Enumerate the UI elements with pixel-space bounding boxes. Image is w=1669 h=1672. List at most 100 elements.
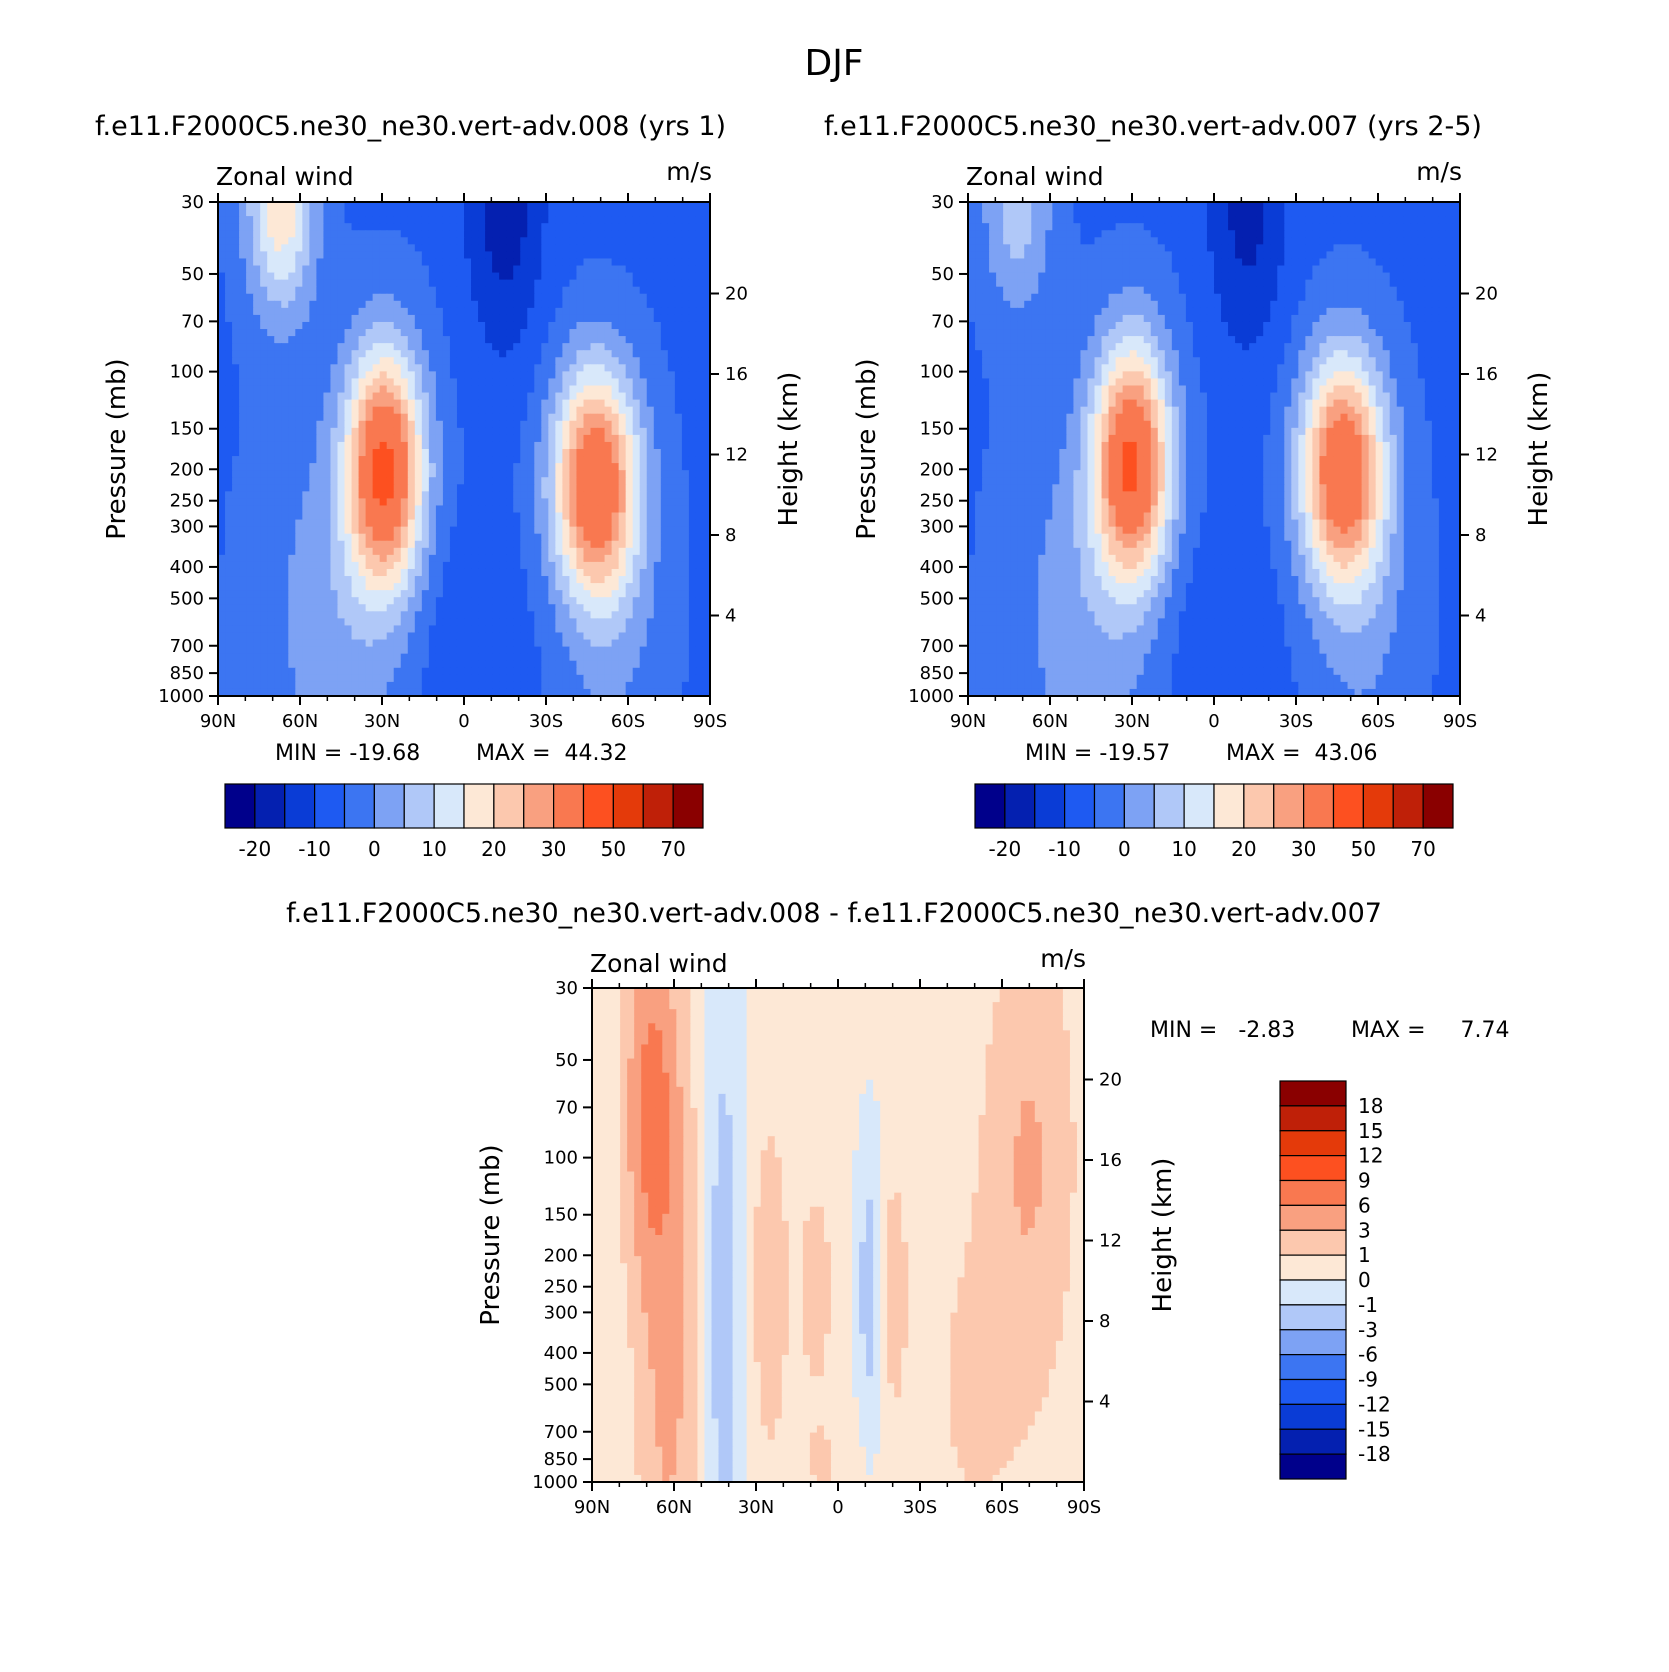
p1-cell [499, 491, 507, 499]
p1-cell [309, 230, 317, 238]
p1-cell [295, 667, 303, 676]
p1-cell [428, 449, 437, 457]
p1-cell [632, 554, 641, 563]
p1-cell [555, 512, 563, 521]
p1-cell [541, 611, 549, 619]
p1-cell [449, 540, 458, 549]
p1-cell [400, 674, 409, 683]
p1-cell [555, 533, 563, 542]
p1-cell [337, 286, 346, 295]
p1-cell [618, 639, 627, 648]
p1-cell [260, 272, 268, 281]
p1-cell [611, 427, 620, 436]
p1-cell [555, 392, 563, 401]
p1-cell [302, 392, 310, 401]
p1-cell [506, 590, 514, 598]
p1-cell [246, 639, 254, 648]
p1-cell [351, 498, 360, 507]
p1-cell [274, 343, 282, 351]
p1-cell [590, 484, 599, 492]
p1-cell [688, 681, 697, 690]
p1-cell [590, 272, 599, 281]
p1-cell [471, 265, 479, 274]
p1-cell [232, 463, 240, 471]
p1-cell [583, 230, 592, 238]
p1-cell [688, 625, 697, 634]
p1-cell [534, 279, 542, 288]
p1-cell [555, 265, 563, 274]
p1-cell [695, 406, 704, 415]
p1-cell [421, 357, 430, 365]
p1-cell [660, 583, 669, 591]
p1-cell [309, 314, 317, 323]
p1-cell [386, 223, 395, 231]
p1-cell [632, 279, 641, 288]
p1-cell [281, 561, 289, 570]
p1-cell [365, 583, 374, 591]
p1-cell [414, 314, 423, 323]
p1-cell [358, 392, 367, 401]
p1-cell [520, 568, 528, 577]
p1-cell [569, 667, 578, 676]
p1-cell [295, 216, 303, 224]
p1-cell [407, 336, 416, 344]
p1-cell [534, 265, 542, 274]
p1-cell [337, 279, 346, 288]
p1-cell [485, 279, 493, 288]
p1-cell [267, 625, 275, 634]
p1-cell [267, 216, 275, 224]
p1-cell [344, 427, 353, 436]
p1-cell [527, 646, 535, 655]
p1-cell [688, 279, 697, 288]
p1-cell [351, 371, 360, 380]
p1-cell [316, 209, 325, 217]
p1-cell [330, 350, 339, 358]
p1-cell [428, 413, 437, 422]
p1-cell [506, 547, 514, 556]
p1-cell [267, 583, 275, 591]
p1-cell [274, 533, 282, 542]
p1-cell [449, 618, 458, 627]
p1-cell [449, 632, 458, 641]
p1-cell [456, 583, 465, 591]
p1-cell [442, 681, 451, 690]
p1-cell [499, 434, 507, 443]
p1-cell [267, 230, 275, 238]
p1-cell [386, 625, 395, 634]
p1-cell [597, 230, 606, 238]
p1-cell [562, 286, 571, 295]
p1-cell [337, 604, 346, 612]
p1-cell [597, 357, 606, 365]
p1-cell [253, 449, 261, 457]
p1-cell [611, 667, 620, 676]
p1-cell [330, 406, 339, 415]
p1-cell [337, 498, 346, 507]
p1-cell [583, 526, 592, 535]
p1-cell [316, 681, 325, 690]
p1-cell [288, 533, 296, 542]
p1-cell [590, 286, 599, 295]
p1-cell [393, 681, 402, 690]
p1-cell [358, 597, 367, 605]
p1-cell [702, 639, 710, 648]
p1-cell [506, 413, 514, 422]
p1-cell [449, 667, 458, 676]
p1-cell [372, 576, 381, 584]
p1-cell [295, 279, 303, 288]
p1-cell [379, 688, 388, 696]
p1-cell [506, 321, 514, 330]
p1-cell [225, 583, 233, 591]
p1-cell [358, 441, 367, 450]
p1-cell [288, 314, 296, 323]
p1-cell [309, 561, 317, 570]
p1-cell [435, 350, 444, 358]
p1-cell [393, 300, 402, 309]
p1-cell [534, 244, 542, 252]
p1-cell [260, 216, 268, 224]
p1-cell [562, 519, 571, 528]
p1-cell [407, 364, 416, 372]
p1-cell [302, 674, 310, 683]
p1-cell [330, 653, 339, 662]
p1-cell [407, 456, 416, 464]
p1-cell [435, 230, 444, 238]
